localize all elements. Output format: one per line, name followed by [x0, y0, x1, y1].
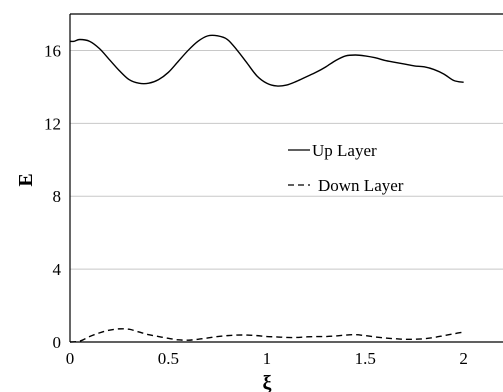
tick-labels: 0 4 8 12 16 0 0.5 1 1.5 2 — [44, 41, 468, 368]
x-tick-label-4: 2 — [459, 349, 468, 368]
x-tick-label-2: 1 — [263, 349, 272, 368]
series-line-up-layer — [69, 34, 464, 87]
y-tick-label-1: 4 — [53, 260, 62, 279]
y-tick-label-3: 12 — [44, 114, 61, 133]
y-tick-label-0: 0 — [53, 333, 62, 352]
x-axis-title: ξ — [263, 372, 272, 392]
y-tick-label-4: 16 — [44, 41, 61, 60]
y-axis-title: E — [15, 173, 37, 186]
x-tick-label-1: 0.5 — [158, 349, 179, 368]
grid-layer — [70, 49, 503, 270]
legend: Up Layer Down Layer — [288, 141, 404, 195]
x-tick-label-0: 0 — [66, 349, 75, 368]
plot-frame — [69, 13, 503, 343]
series-line-down-layer — [69, 328, 464, 343]
legend-label-up-layer: Up Layer — [312, 141, 377, 160]
x-tick-label-3: 1.5 — [355, 349, 376, 368]
y-tick-label-2: 8 — [53, 187, 62, 206]
series-layer — [69, 34, 464, 343]
legend-label-down-layer: Down Layer — [318, 176, 404, 195]
